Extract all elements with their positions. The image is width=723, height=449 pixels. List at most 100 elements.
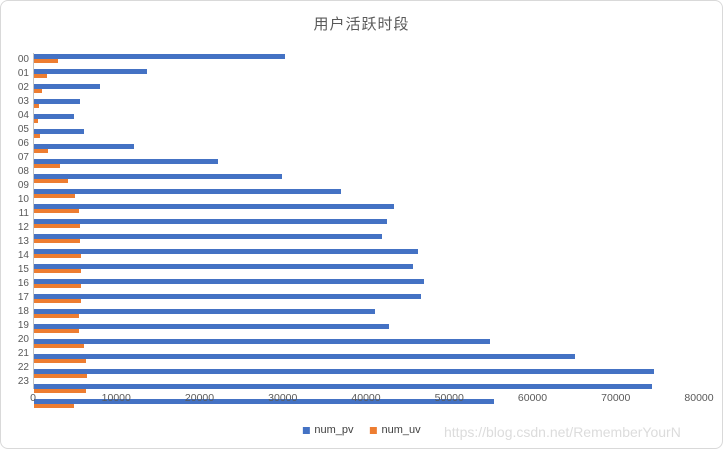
x-axis-tick-50000: 50000 [434, 392, 464, 404]
bar-row-12 [34, 234, 700, 248]
y-axis-labels: 00 01 02 03 04 05 06 07 08 09 10 11 12 13 14 15 16 17 18 19… [1, 53, 29, 389]
bar-row-15 [34, 279, 700, 293]
bar-num_pv-19 [34, 339, 491, 344]
bar-row-04 [34, 114, 700, 128]
bar-num_pv-15 [34, 279, 424, 284]
bar-num_pv-14 [34, 264, 413, 269]
bar-num_uv-12 [34, 238, 80, 243]
bar-num_pv-11 [34, 219, 387, 224]
bar-row-23 [34, 399, 700, 413]
bar-num_uv-05 [34, 133, 40, 138]
bar-row-21 [34, 369, 700, 383]
y-axis-label-15: 15 [17, 264, 29, 275]
y-axis-label-06: 06 [17, 138, 29, 149]
plot-area [33, 53, 700, 408]
y-axis-label-03: 03 [17, 96, 29, 107]
bar-row-19 [34, 339, 700, 353]
bar-num_pv-05 [34, 129, 84, 134]
x-axis-tick-30000: 30000 [268, 392, 298, 404]
bar-num_pv-16 [34, 294, 422, 299]
y-axis-label-13: 13 [17, 236, 29, 247]
bar-num_uv-02 [34, 88, 42, 93]
x-axis-tick-20000: 20000 [184, 392, 215, 404]
y-axis-label-01: 01 [17, 68, 29, 79]
bar-num_pv-23 [34, 399, 495, 404]
bar-row-14 [34, 264, 700, 278]
bar-row-13 [34, 249, 700, 263]
bar-num_pv-21 [34, 369, 655, 374]
bar-num_uv-17 [34, 313, 80, 318]
x-axis-tick-10000: 10000 [101, 392, 131, 404]
y-axis-label-04: 04 [17, 110, 29, 121]
bar-num_pv-02 [34, 84, 100, 89]
bar-num_uv-18 [34, 328, 79, 333]
bar-num_uv-19 [34, 343, 84, 348]
bar-num_pv-00 [34, 54, 286, 59]
bar-row-06 [34, 144, 700, 158]
bar-num_pv-08 [34, 174, 283, 179]
y-axis-label-22: 22 [17, 362, 29, 373]
y-axis-label-11: 11 [18, 208, 29, 219]
bar-num_uv-21 [34, 373, 88, 378]
bar-row-22 [34, 384, 700, 398]
bar-num_uv-09 [34, 193, 75, 198]
legend-swatch-num_uv [369, 426, 377, 434]
legend-swatch-num_pv [302, 426, 310, 434]
bar-row-05 [34, 129, 700, 143]
bar-num_pv-10 [34, 204, 395, 209]
legend: num_pv num_uv [302, 424, 421, 436]
bar-row-00 [34, 54, 700, 68]
x-axis-tick-0: 0 [30, 392, 36, 404]
y-axis-label-21: 21 [17, 348, 29, 359]
bar-num_uv-14 [34, 268, 81, 273]
bar-num_uv-11 [34, 223, 80, 228]
bar-num_pv-04 [34, 114, 75, 119]
y-axis-label-14: 14 [17, 250, 29, 261]
y-axis-label-02: 02 [17, 82, 29, 93]
bar-num_uv-20 [34, 358, 86, 363]
bar-num_pv-03 [34, 99, 80, 104]
bar-row-18 [34, 324, 700, 338]
x-axis-tick-80000: 80000 [684, 392, 714, 404]
x-axis-tick-60000: 60000 [517, 392, 548, 404]
bar-num_uv-00 [34, 58, 59, 63]
bar-num_uv-23 [34, 403, 74, 408]
y-axis-label-18: 18 [17, 306, 29, 317]
y-axis-label-08: 08 [17, 166, 29, 177]
bar-row-16 [34, 294, 700, 308]
y-axis-label-20: 20 [17, 334, 29, 345]
bar-num_uv-07 [34, 163, 60, 168]
y-axis-label-19: 19 [17, 320, 29, 331]
bar-num_pv-18 [34, 324, 389, 329]
y-axis-label-12: 12 [17, 222, 29, 233]
bar-num_uv-10 [34, 208, 79, 213]
bar-num_uv-22 [34, 388, 86, 393]
bar-num_uv-13 [34, 253, 82, 258]
legend-item-num_pv: num_pv [302, 424, 354, 436]
bar-num_pv-20 [34, 354, 576, 359]
bar-num_pv-09 [34, 189, 342, 194]
bar-num_pv-13 [34, 249, 418, 254]
legend-item-num_uv: num_uv [369, 424, 421, 436]
legend-label-num_pv: num_pv [314, 424, 354, 436]
watermark-text: https://blog.csdn.net/RememberYourN [444, 424, 681, 440]
y-axis-label-09: 09 [17, 180, 29, 191]
bar-num_pv-07 [34, 159, 218, 164]
y-axis-label-05: 05 [17, 124, 29, 135]
x-axis-tick-40000: 40000 [351, 392, 381, 404]
bar-num_pv-01 [34, 69, 148, 74]
bar-num_uv-04 [34, 118, 39, 123]
y-axis-label-17: 17 [17, 292, 29, 303]
bar-num_pv-06 [34, 144, 134, 149]
x-axis-labels: 0 10000 20000 30000 40000 50000 60000 70000 8000… [30, 392, 714, 406]
bar-num_uv-16 [34, 298, 82, 303]
y-axis-label-00: 00 [17, 54, 29, 65]
y-axis-label-10: 10 [17, 194, 29, 205]
bar-num_pv-17 [34, 309, 376, 314]
y-axis-label-16: 16 [17, 278, 29, 289]
y-axis-label-23: 23 [17, 376, 29, 387]
bar-num_uv-15 [34, 283, 82, 288]
bar-row-11 [34, 219, 700, 233]
bar-row-10 [34, 204, 700, 218]
